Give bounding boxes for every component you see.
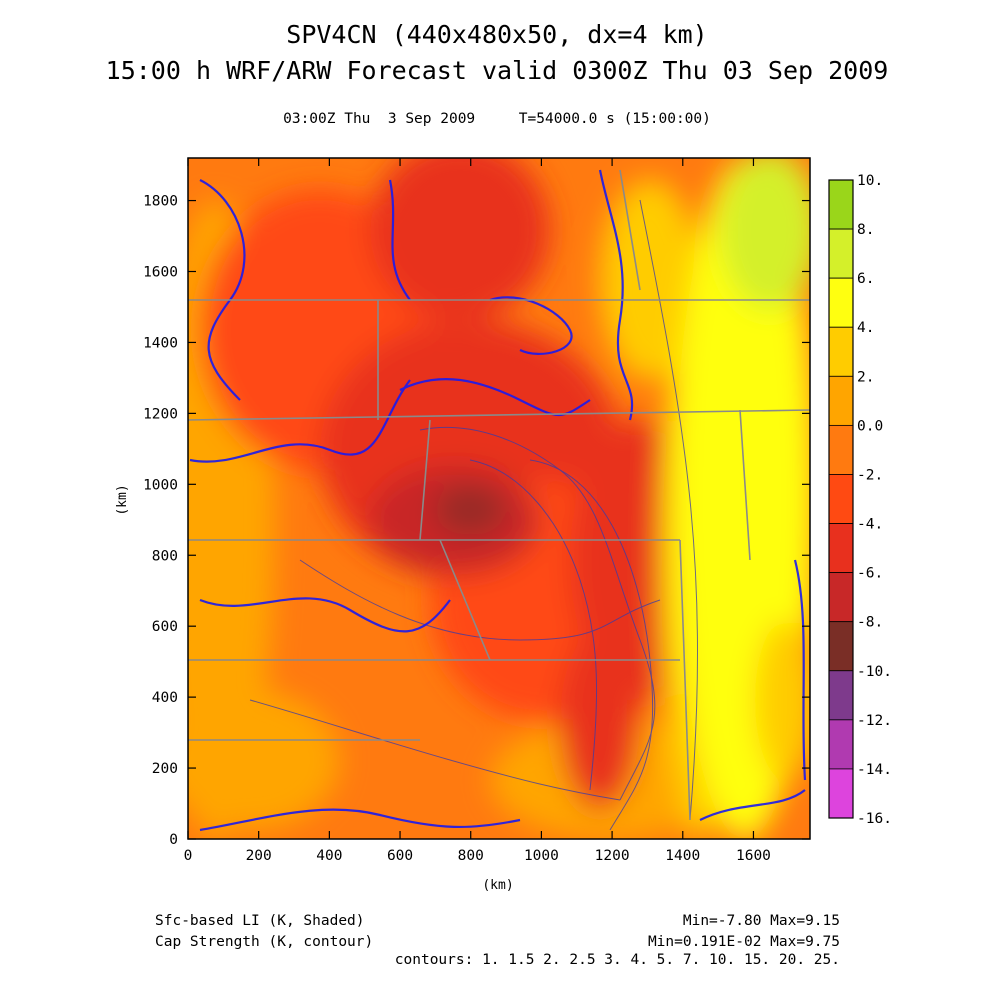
y-tick-label: 800 — [152, 548, 178, 564]
x-tick-label: 1400 — [665, 848, 700, 864]
colorbar-bin — [828, 326, 854, 377]
colorbar-bin — [828, 375, 854, 426]
colorbar-bin — [828, 277, 854, 328]
colorbar-bin — [828, 179, 854, 230]
shaded-field-area — [188, 158, 810, 839]
y-tick-label: 0 — [169, 832, 178, 848]
shaded-range: Min=-7.80 Max=9.15 — [683, 913, 840, 929]
chart-title-line1: SPV4CN (440x480x50, dx=4 km) — [286, 20, 707, 49]
colorbar-label: -10. — [857, 664, 892, 680]
x-tick-label: 1200 — [595, 848, 630, 864]
x-tick-label: 400 — [316, 848, 342, 864]
contour-range: Min=0.191E-02 Max=9.75 — [648, 934, 840, 950]
y-tick-label: 1800 — [143, 194, 178, 210]
colorbar-bin — [828, 719, 854, 770]
axes: 0 200 400 600 800 1000 1200 1400 1600 0 200 400 600 8… — [143, 158, 810, 864]
y-tick-label: 1000 — [143, 477, 178, 493]
colorbar-label: -14. — [857, 762, 892, 778]
colorbar-label: -2. — [857, 467, 883, 483]
colorbar-bin — [828, 228, 854, 279]
x-tick-label: 1600 — [736, 848, 771, 864]
colorbar-bin — [828, 621, 854, 672]
colorbar-label: 8. — [857, 222, 874, 238]
colorbar-label: -12. — [857, 713, 892, 729]
colorbar-frame — [828, 179, 854, 819]
colorbar-label: 10. — [857, 173, 883, 189]
y-tick-label: 1600 — [143, 265, 178, 281]
colorbar-label: 4. — [857, 320, 874, 336]
colorbar-label: 6. — [857, 271, 874, 287]
shaded-field-label: Sfc-based LI (K, Shaded) — [155, 913, 365, 929]
chart-subtitle: 03:00Z Thu 3 Sep 2009 T=54000.0 s (15:00… — [283, 111, 711, 127]
y-tick-label: 400 — [152, 690, 178, 706]
contour-levels: contours: 1. 1.5 2. 2.5 3. 4. 5. 7. 10. … — [395, 952, 840, 968]
colorbar-label: -6. — [857, 566, 883, 582]
x-tick-label: 800 — [458, 848, 484, 864]
x-tick-label: 0 — [184, 848, 193, 864]
x-tick-label: 1000 — [524, 848, 559, 864]
colorbar-label: -8. — [857, 615, 883, 631]
colorbar-label: 2. — [857, 369, 874, 385]
colorbar-bin — [828, 572, 854, 623]
y-axis-label: (km) — [115, 484, 130, 515]
y-tick-label: 1200 — [143, 406, 178, 422]
colorbar-label: -16. — [857, 811, 892, 827]
chart-title-line2: 15:00 h WRF/ARW Forecast valid 0300Z Thu… — [106, 56, 889, 85]
y-tick-label: 200 — [152, 761, 178, 777]
colorbar-bin — [828, 424, 854, 475]
colorbar-bin — [828, 768, 854, 819]
x-axis-label: (km) — [482, 878, 513, 893]
colorbar-label: 0.0 — [857, 418, 883, 434]
colorbar-bin — [828, 670, 854, 721]
x-tick-label: 600 — [387, 848, 413, 864]
contour-field-label: Cap Strength (K, contour) — [155, 934, 373, 950]
x-tick-label: 200 — [246, 848, 272, 864]
y-tick-label: 1400 — [143, 335, 178, 351]
colorbar-bin — [828, 474, 854, 524]
colorbar: 10. 8. 6. 4. 2. 0.0 -2. -4. -6. -8. -10. -12. -14. -1… — [828, 173, 892, 827]
y-tick-label: 600 — [152, 619, 178, 635]
colorbar-bin — [828, 523, 854, 574]
colorbar-label: -4. — [857, 517, 883, 533]
